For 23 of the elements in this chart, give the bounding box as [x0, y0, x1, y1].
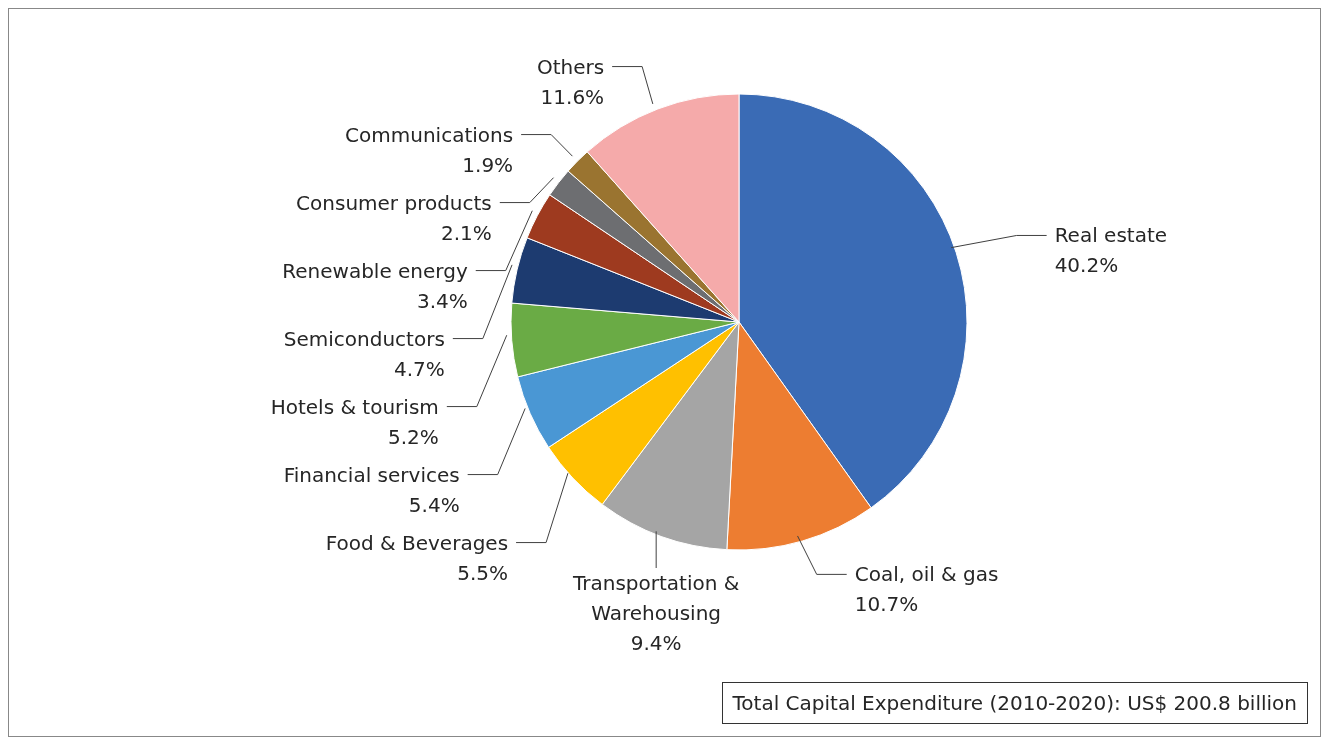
slice-label: Coal, oil & gas	[854, 562, 999, 587]
data-label: 4.7%	[394, 356, 445, 381]
data-label: 5.5%	[457, 560, 509, 585]
slice-label: Consumer products	[296, 190, 492, 215]
slice-label: Food & Beverages	[325, 530, 509, 555]
slice-label: Communications	[345, 122, 514, 147]
data-label: 10.7%	[854, 592, 919, 617]
data-label: 40.2%	[1054, 253, 1119, 278]
slice-label: Semiconductors	[283, 326, 445, 351]
slice-label: Hotels & tourism	[270, 394, 439, 419]
slice-label: Others	[536, 54, 605, 79]
slice-label: Real estate	[1054, 223, 1168, 248]
data-label: 9.4%	[630, 631, 682, 655]
slice-label: Transportation & Warehousing	[571, 571, 740, 625]
data-label: 11.6%	[540, 84, 605, 109]
data-label: 2.1%	[440, 220, 492, 245]
data-label: 5.2%	[388, 424, 439, 449]
data-label: 5.4%	[408, 492, 460, 517]
data-label: 3.4%	[416, 288, 468, 313]
slice-label: Renewable energy	[282, 258, 468, 283]
data-label: 1.9%	[462, 152, 514, 177]
text: Total Capital Expenditure (2010-2020): US$ 200.8 billion	[721, 682, 1308, 724]
slice-label: Financial services	[283, 462, 460, 487]
